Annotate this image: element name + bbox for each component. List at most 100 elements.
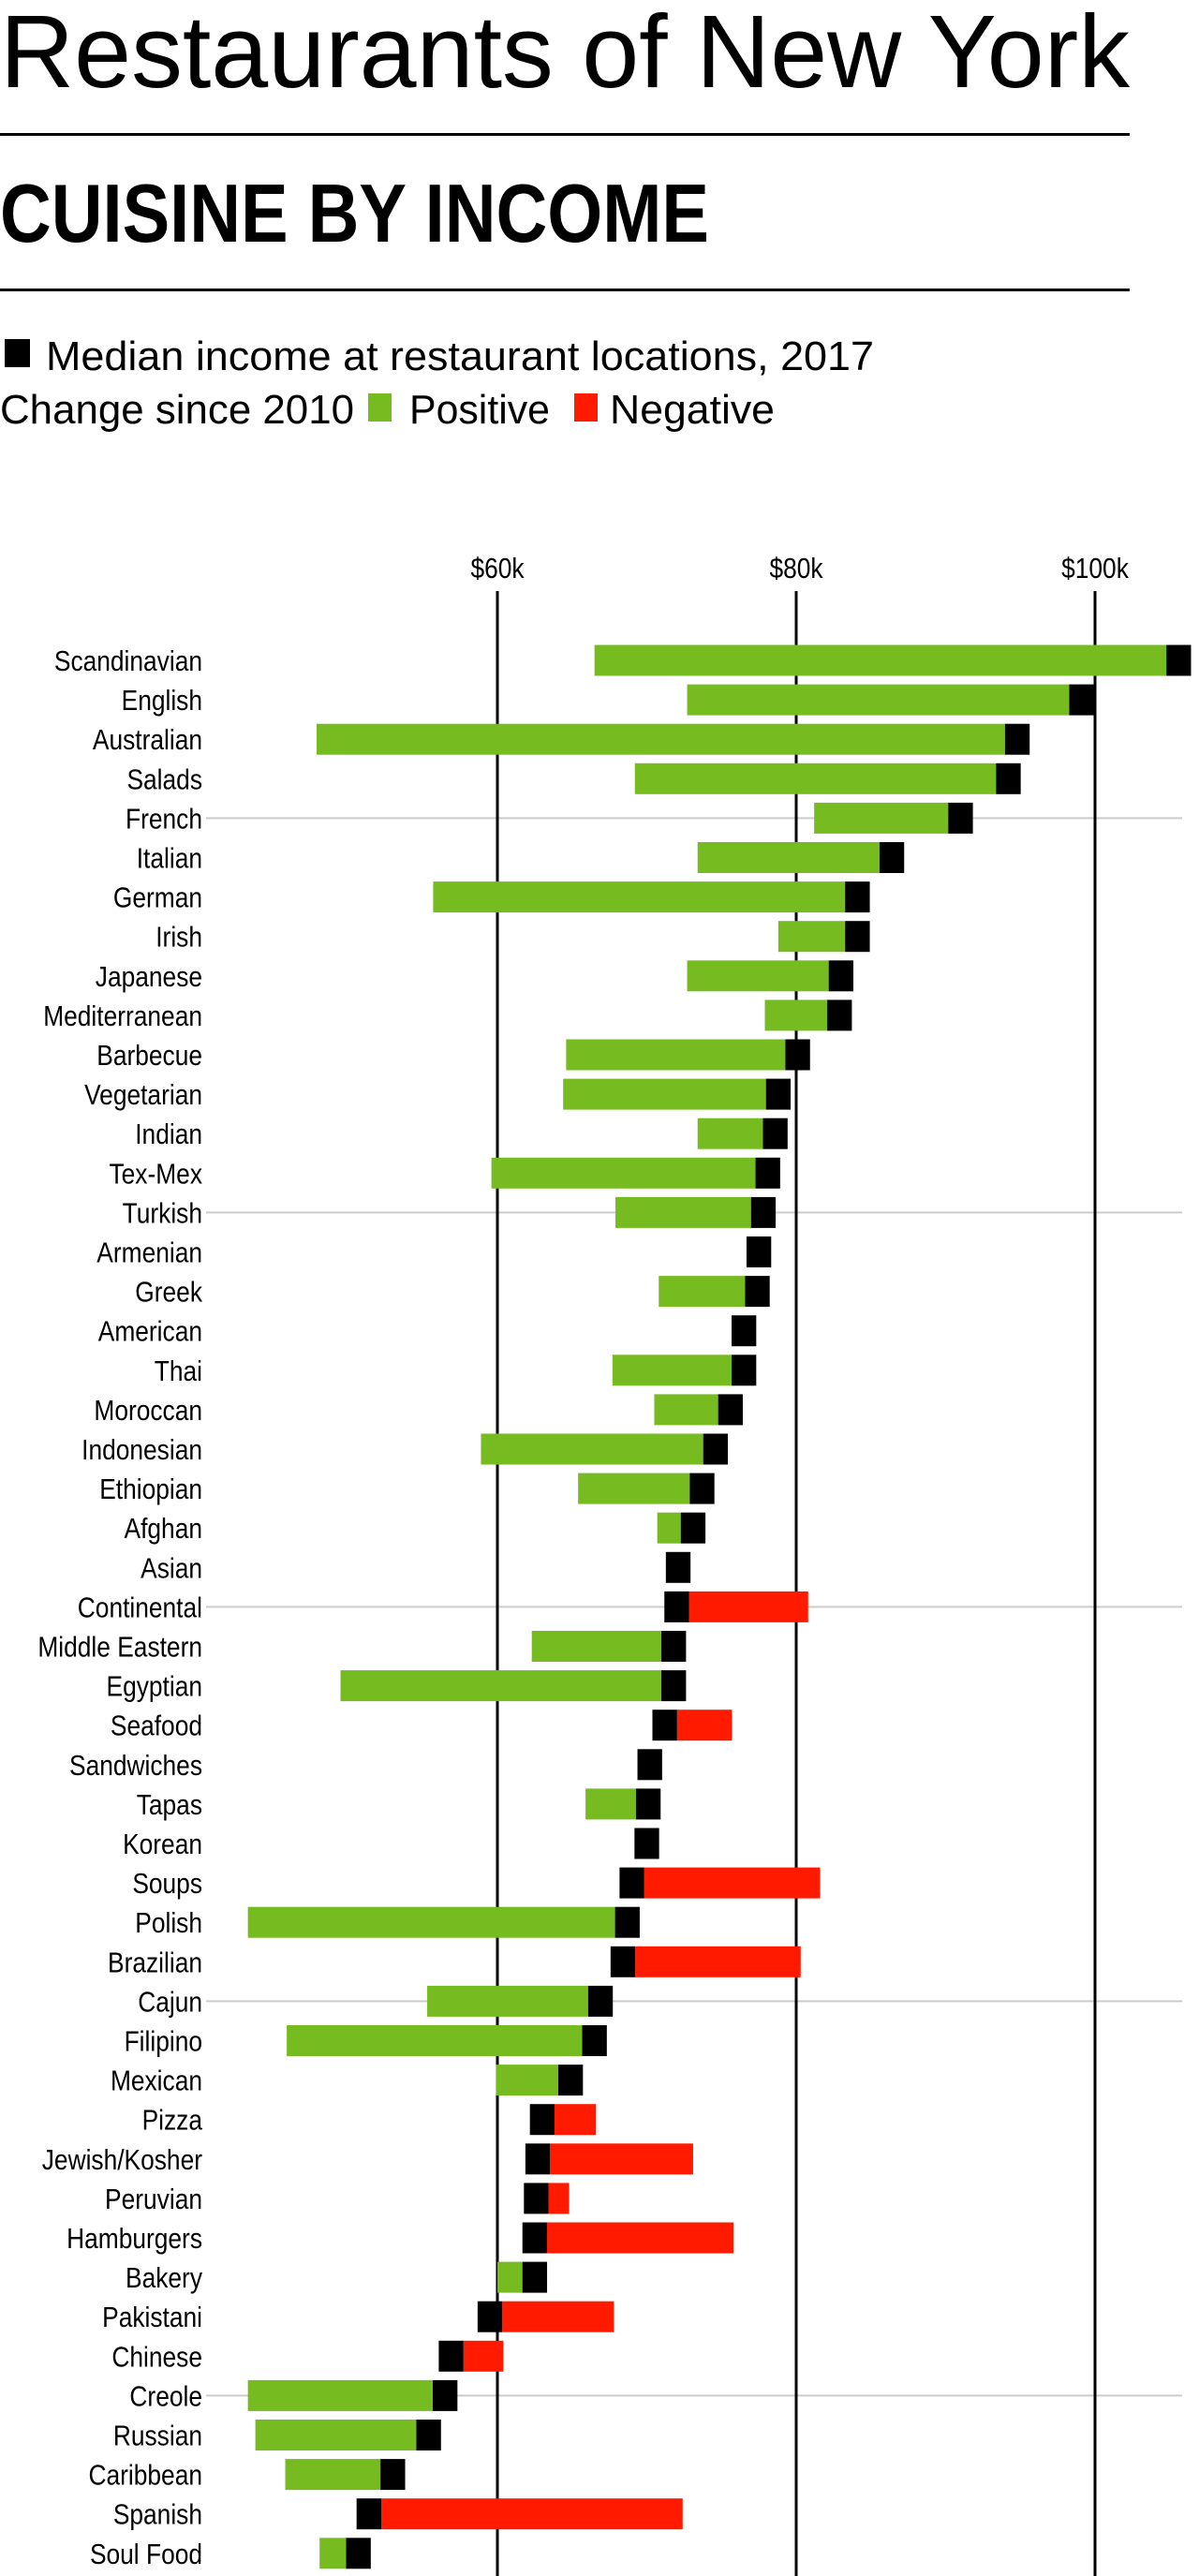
category-label: Soups [132,1868,202,1900]
chart-subtitle: CUISINE BY INCOME [0,167,709,259]
page-title: Restaurants of New York [0,0,1131,110]
category-label: Cajun [138,1986,202,2018]
change-bar-negative [644,1867,821,1899]
change-bar-negative [550,2143,693,2175]
median-income-marker [732,1315,757,1347]
category-label: Irish [155,922,202,954]
category-label: Hamburgers [67,2223,202,2255]
x-gridline [794,591,798,2576]
legend-positive-label: Positive [409,387,550,433]
median-income-marker [762,1118,788,1149]
category-label: Sandwiches [69,1750,202,1782]
category-label: Peruvian [105,2184,202,2215]
median-income-marker [732,1355,757,1386]
median-income-marker [380,2459,406,2491]
category-label: Italian [137,843,202,875]
median-income-marker [524,2183,549,2214]
change-bar-positive [247,1906,615,1938]
median-income-marker [416,2420,441,2450]
category-label: Thai [155,1355,202,1387]
change-bar-positive [317,723,1005,755]
category-label: Mediterranean [43,1000,202,1032]
median-income-marker [346,2538,371,2569]
x-tick-label: $80k [769,553,823,585]
category-label: Ethiopian [99,1473,202,1505]
change-bar-positive [612,1355,733,1386]
change-bar-positive [814,802,949,834]
median-income-marker [1166,644,1192,676]
change-bar-positive [481,1433,703,1465]
median-income-marker [665,1551,691,1583]
median-income-marker [845,881,870,913]
change-bar-positive [287,2025,583,2056]
change-bar-negative [502,2301,614,2332]
change-bar-positive [615,1196,751,1228]
median-income-marker [661,1631,687,1662]
change-bar-positive [777,921,846,953]
median-income-marker [634,1828,659,1859]
median-income-marker [718,1394,743,1426]
legend-median-swatch [5,339,30,367]
median-income-marker [637,1749,662,1781]
median-income-marker [356,2498,381,2530]
median-income-marker [765,1078,792,1110]
change-bar-positive [654,1394,718,1426]
category-label: Scandinavian [54,645,202,677]
category-label: Japanese [96,961,202,993]
median-income-marker [755,1157,780,1189]
category-label: Caribbean [88,2460,202,2492]
category-label: Tex-Mex [109,1158,202,1190]
change-bar-positive [697,842,880,873]
category-label: Mexican [111,2065,202,2097]
category-label: Russian [113,2421,202,2452]
median-income-marker [745,1276,770,1308]
median-income-marker [746,1236,772,1267]
legend-median-label: Median income at restaurant locations, 2… [46,333,874,379]
category-label: Polish [135,1907,202,1939]
x-gridline [496,591,499,2576]
category-label: Australian [93,724,202,756]
change-bar-positive [247,2379,434,2411]
category-label: Indonesian [81,1434,202,1466]
change-bar-positive [659,1276,746,1308]
category-label: Chinese [111,2341,202,2373]
change-bar-positive [497,2261,523,2293]
change-bar-positive [585,1788,636,1820]
median-income-marker [680,1512,706,1544]
category-label: Bakery [126,2262,203,2294]
title-divider [0,133,1130,136]
subtitle-divider [0,289,1130,291]
category-label: American [98,1316,202,1348]
change-bar-positive [319,2538,347,2569]
median-income-marker [610,1946,636,1977]
median-income-marker [661,1670,687,1702]
median-income-marker [948,802,973,834]
category-label: Creole [129,2380,202,2412]
x-gridline [1093,591,1097,2576]
change-bar-negative [676,1710,733,1741]
category-label: Greek [135,1277,202,1309]
median-income-marker [1069,684,1094,716]
median-income-marker [652,1710,677,1741]
change-bar-negative [547,2222,734,2254]
change-bar-positive [563,1078,766,1110]
change-bar-negative [548,2183,570,2214]
change-bar-positive [657,1512,681,1544]
change-bar-negative [688,1591,808,1622]
median-income-marker [619,1867,644,1899]
category-label: Spanish [113,2499,202,2531]
x-tick-label: $60k [470,553,525,585]
median-income-marker [750,1196,777,1228]
change-bar-positive [427,1985,588,2017]
category-label: Moroccan [94,1395,202,1427]
change-bar-positive [687,960,829,992]
category-label: Barbecue [96,1040,202,1072]
legend-negative-label: Negative [610,387,775,433]
change-bar-positive [594,644,1167,676]
change-bar-positive [285,2459,381,2491]
median-income-marker [827,999,852,1031]
median-income-marker [828,960,854,992]
median-income-marker [703,1433,729,1465]
bars [247,644,1192,2569]
